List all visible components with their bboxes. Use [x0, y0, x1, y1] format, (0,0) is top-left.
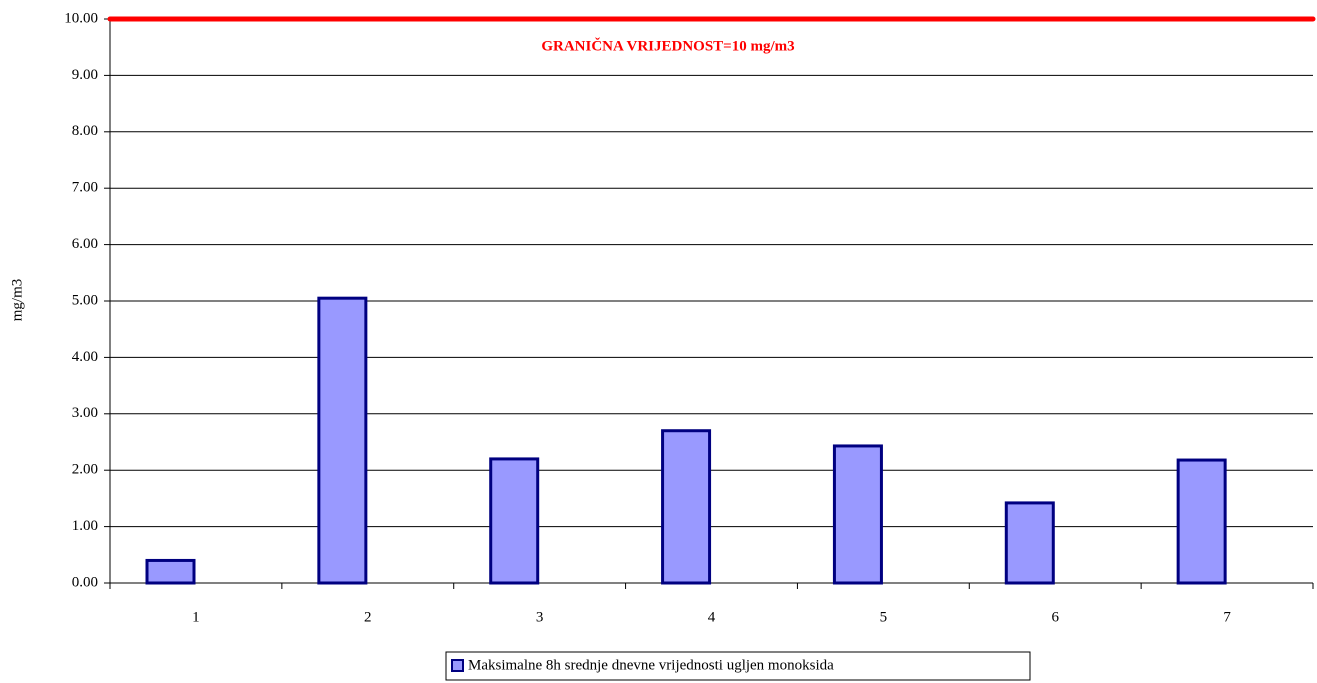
x-tick-label: 7	[1223, 609, 1231, 625]
x-tick-label: 3	[536, 609, 544, 625]
y-tick-label: 5.00	[72, 292, 98, 308]
y-tick-label: 0.00	[72, 574, 98, 590]
x-tick-label: 2	[364, 609, 372, 625]
y-tick-label: 7.00	[72, 180, 98, 196]
x-tick-label: 1	[192, 609, 200, 625]
y-tick-label: 9.00	[72, 67, 98, 83]
bar	[1004, 501, 1055, 585]
bar	[832, 444, 883, 585]
annotation: GRANIČNA VRIJEDNOST=10 mg/m3	[541, 37, 794, 54]
y-tick-label: 4.00	[72, 349, 98, 365]
bar	[1176, 458, 1227, 585]
bar	[317, 296, 368, 585]
y-tick-label: 10.00	[64, 10, 98, 26]
legend-box	[445, 651, 1031, 681]
y-tick-label: 6.00	[72, 236, 98, 252]
x-tick-label: 5	[880, 609, 888, 625]
bar	[489, 457, 540, 585]
legend-label: Maksimalne 8h srednje dnevne vrijednosti…	[468, 657, 834, 673]
legend-swatch	[451, 659, 464, 672]
bar	[661, 429, 712, 585]
y-axis-label: mg/m3	[9, 279, 25, 322]
y-tick-label: 8.00	[72, 123, 98, 139]
x-tick-label: 6	[1051, 609, 1059, 625]
x-tick-label: 4	[708, 609, 716, 625]
y-tick-label: 3.00	[72, 405, 98, 421]
y-tick-label: 1.00	[72, 518, 98, 534]
y-tick-label: 2.00	[72, 462, 98, 478]
bar	[145, 558, 196, 585]
